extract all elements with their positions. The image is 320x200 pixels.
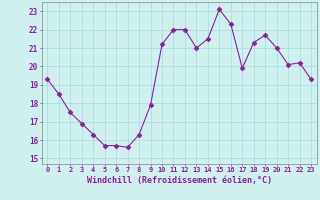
X-axis label: Windchill (Refroidissement éolien,°C): Windchill (Refroidissement éolien,°C) [87, 176, 272, 185]
